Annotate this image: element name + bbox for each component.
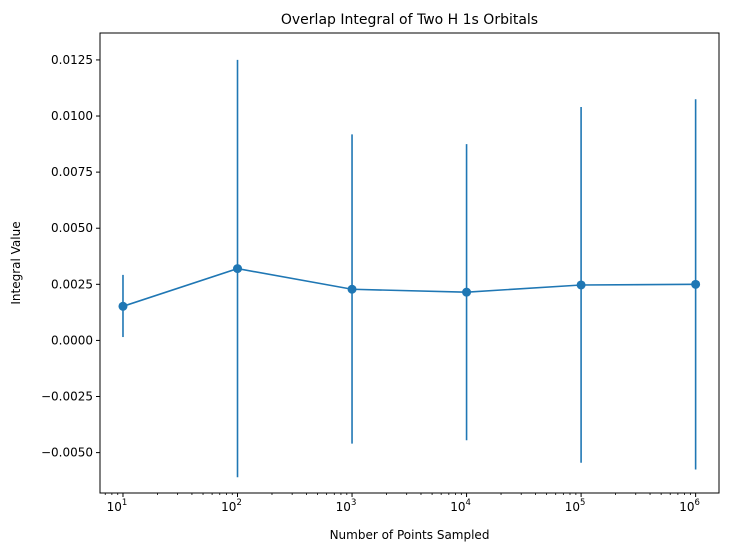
x-axis-label: Number of Points Sampled (330, 528, 490, 542)
x-tick-label: 105 (565, 498, 586, 514)
y-tick-label: 0.0000 (51, 333, 93, 347)
data-points (118, 264, 701, 311)
x-tick-base: 10 (107, 500, 122, 514)
y-axis-label: Integral Value (9, 221, 23, 304)
x-tick-label: 102 (221, 498, 242, 514)
data-point (576, 280, 586, 290)
data-point (233, 264, 243, 274)
y-tick-label: −0.0025 (41, 390, 93, 404)
y-tick-label: 0.0125 (51, 53, 93, 67)
x-tick-label: 103 (336, 498, 357, 514)
error-bars (122, 59, 697, 478)
data-point (347, 284, 357, 294)
x-tick-exponent: 4 (465, 498, 470, 508)
x-tick-exponent: 2 (236, 498, 241, 508)
x-tick-label: 106 (679, 498, 700, 514)
series-line (122, 267, 696, 308)
y-tick-label: 0.0075 (51, 165, 93, 179)
y-tick-label: −0.0050 (41, 446, 93, 460)
data-point (462, 287, 472, 297)
x-axis: 101 102 103 104 105 106 (104, 493, 700, 514)
plot-area-frame (99, 32, 720, 494)
x-tick-exponent: 5 (580, 498, 585, 508)
y-axis: −0.0050 −0.0025 0.0000 0.0025 0.0050 0.0075 0.… (41, 53, 100, 460)
data-point (118, 301, 128, 311)
x-tick-label: 104 (450, 498, 471, 514)
x-tick-base: 10 (679, 500, 694, 514)
data-point (691, 279, 701, 289)
y-tick-label: 0.0025 (51, 277, 93, 291)
x-tick-exponent: 3 (351, 498, 356, 508)
y-tick-label: 0.0050 (51, 221, 93, 235)
x-tick-base: 10 (221, 500, 236, 514)
x-tick-label: 101 (107, 498, 128, 514)
series-line-group (122, 267, 696, 308)
y-tick-label: 0.0100 (51, 109, 93, 123)
x-tick-base: 10 (565, 500, 580, 514)
x-tick-base: 10 (450, 500, 465, 514)
x-tick-exponent: 1 (122, 498, 127, 508)
chart-title: Overlap Integral of Two H 1s Orbitals (281, 12, 538, 28)
x-tick-exponent: 6 (695, 498, 700, 508)
x-tick-base: 10 (336, 500, 351, 514)
